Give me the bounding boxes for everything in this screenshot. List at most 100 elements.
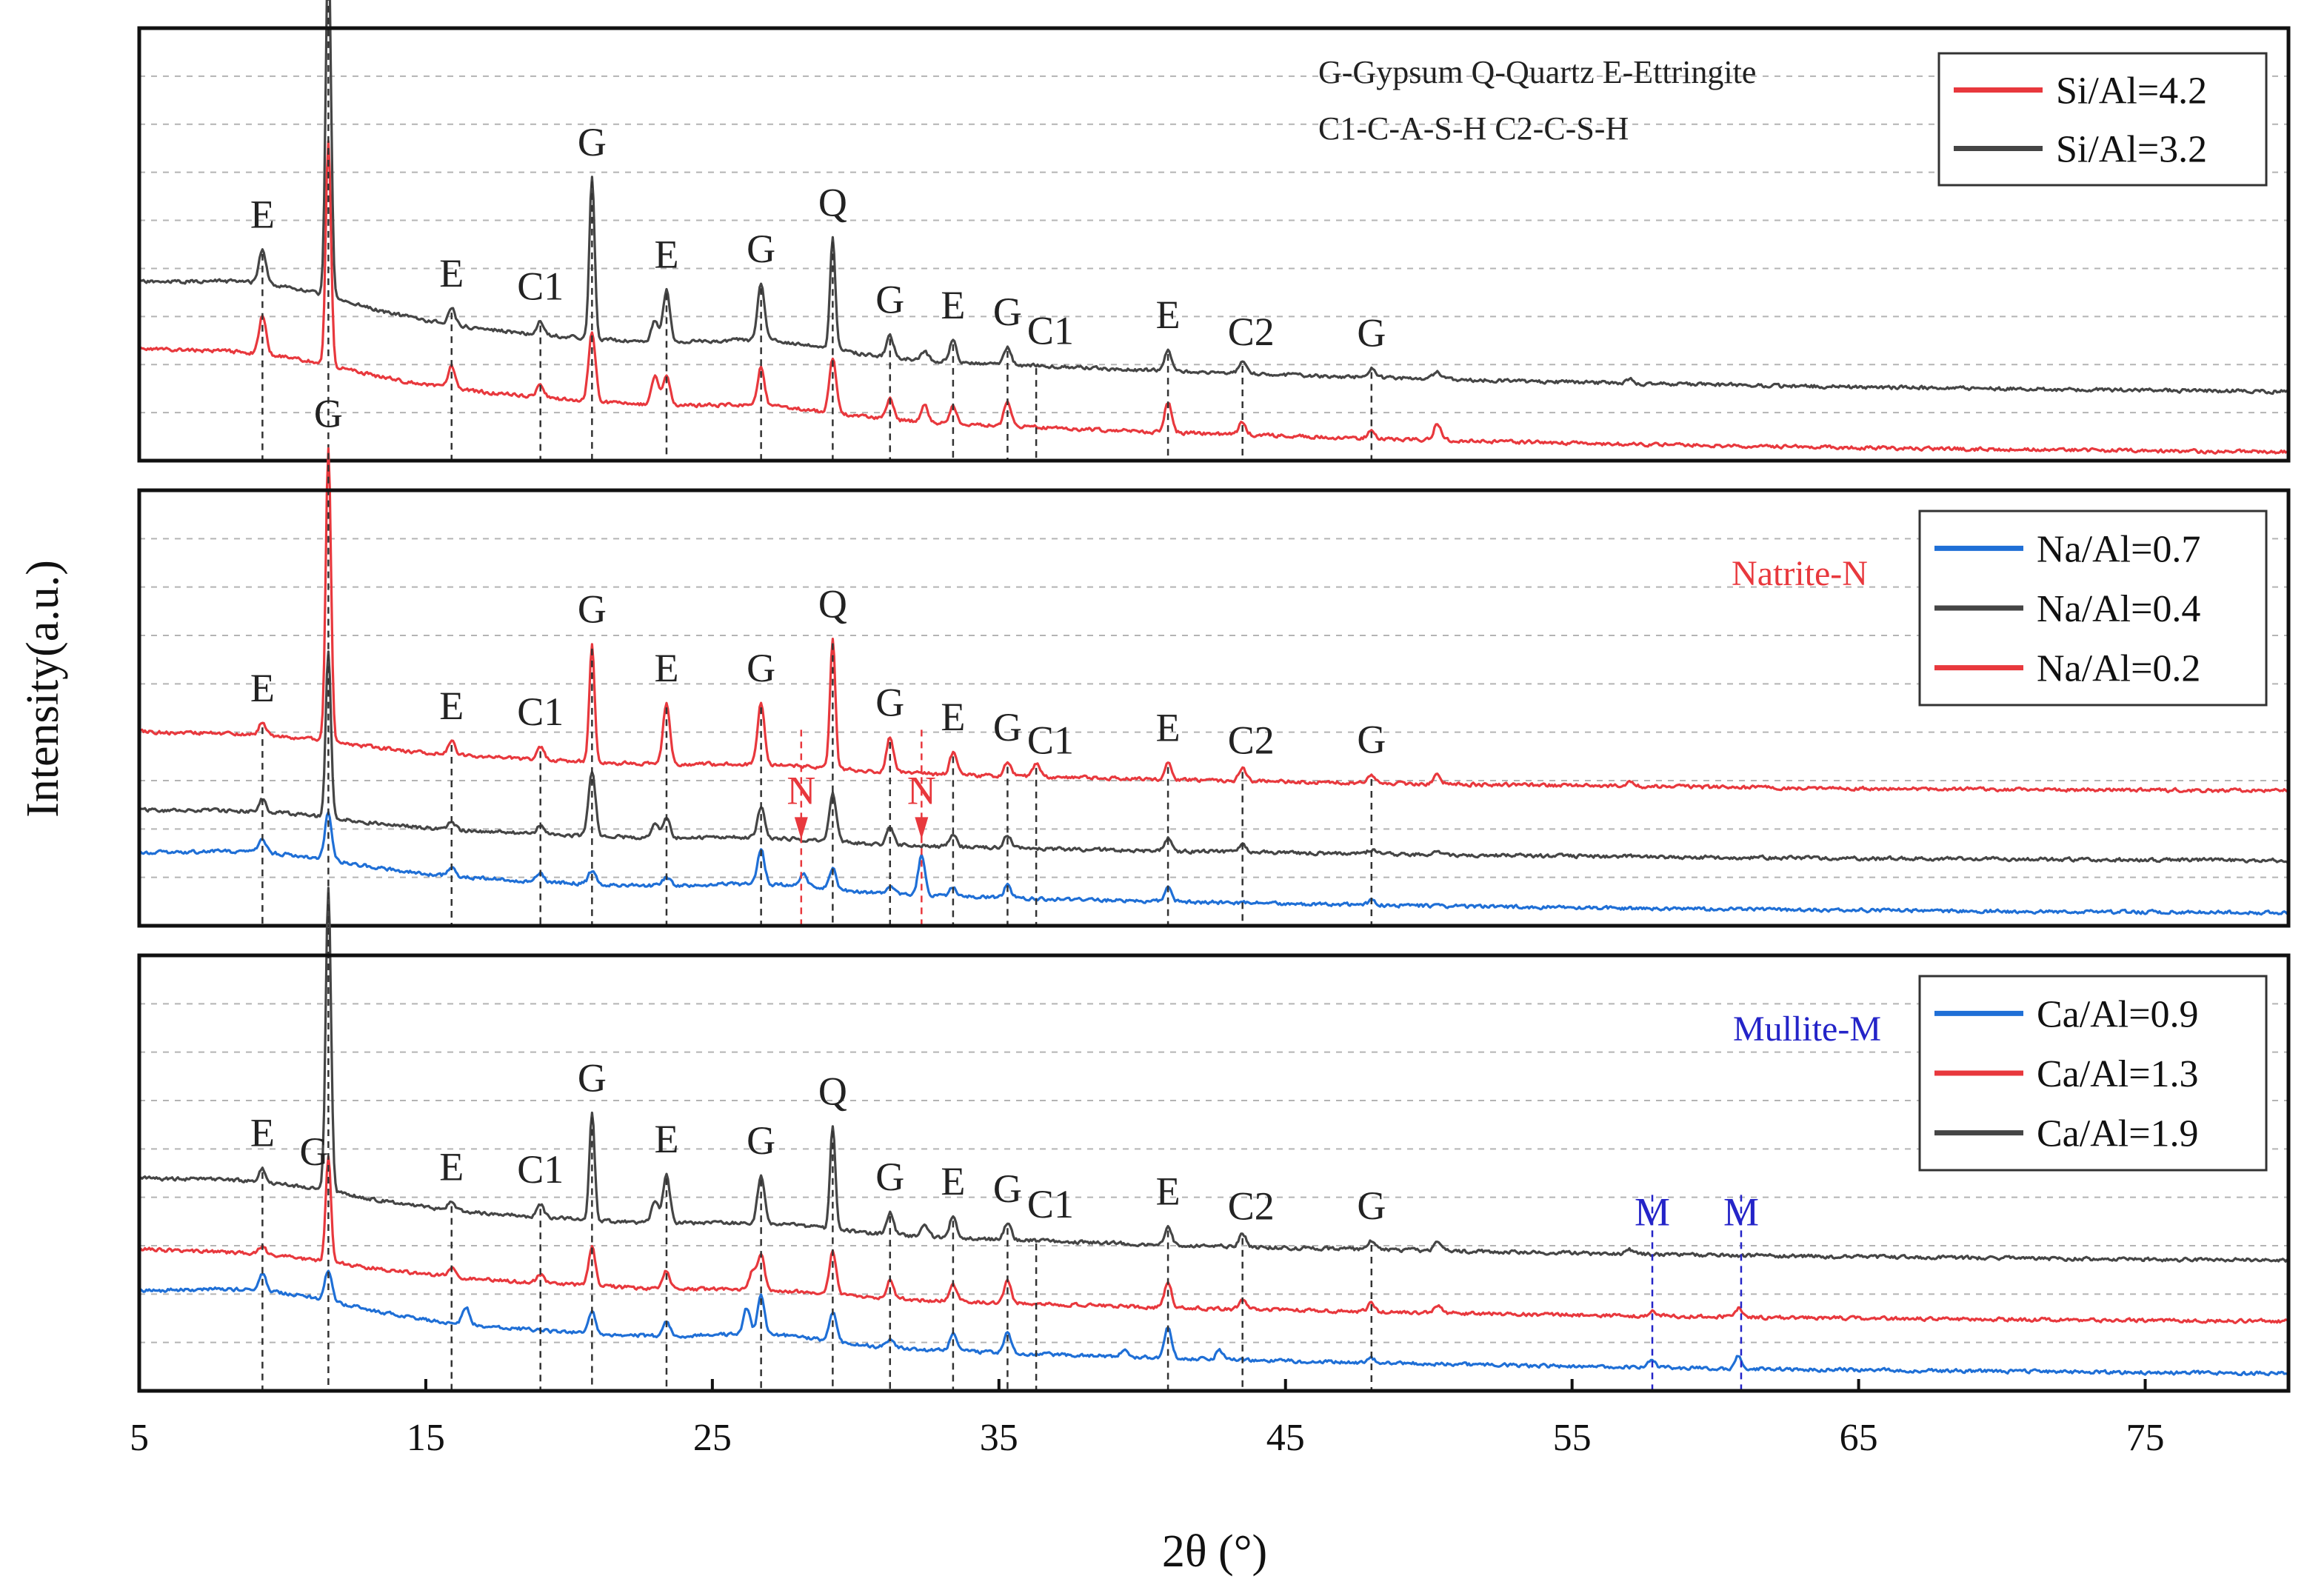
legend-label: Si/Al=4.2 [2056, 70, 2207, 113]
peak-label: E [941, 695, 965, 739]
phase-label: M [1635, 1190, 1670, 1235]
legend: Ca/Al=0.9 Ca/Al=1.3 Ca/Al=1.9 [1918, 975, 2268, 1172]
legend-label: Na/Al=0.4 [2037, 588, 2200, 630]
series-line [138, 447, 2289, 794]
peak-label: C1 [1027, 718, 1074, 763]
peak-label: C1 [517, 264, 564, 309]
peak-label: E [250, 1110, 275, 1155]
peak-label: C1 [517, 1147, 564, 1192]
series-group [138, 887, 2290, 1377]
legend-label: Na/Al=0.2 [2037, 648, 2200, 690]
reference-lines [261, 0, 1373, 461]
peak-label: G [1357, 310, 1386, 355]
panels-layer: EGEC1GEGQGEGC1EC2GG-Gypsum Q-Quartz E-Et… [137, 0, 2291, 1393]
peak-label: C2 [1228, 310, 1275, 354]
peak-label: G [747, 227, 775, 271]
panel-note: Mullite-M [1733, 1009, 1881, 1049]
peak-label: G [875, 1155, 904, 1199]
x-axis-title: 2θ (°) [1162, 1526, 1267, 1577]
peak-label: C2 [1228, 718, 1275, 762]
peak-label: G [300, 1129, 329, 1174]
peak-label: G [993, 290, 1022, 334]
series-group [138, 447, 2289, 916]
peak-label: E [250, 193, 275, 237]
peak-label: G [993, 705, 1022, 749]
phase-label: N [787, 768, 815, 812]
legend-label: Na/Al=0.7 [2037, 528, 2200, 570]
x-tick-label: 45 [1266, 1417, 1305, 1459]
peak-label: G [1357, 718, 1386, 762]
peak-label: E [439, 1144, 464, 1189]
peak-label: E [1156, 1169, 1181, 1213]
peak-label: E [250, 666, 275, 710]
series-line [138, 650, 2288, 864]
phase-label: N [907, 768, 936, 812]
reference-lines [261, 453, 1373, 926]
peak-label: E [439, 684, 464, 728]
panel-si-al: EGEC1GEGQGEGC1EC2GG-Gypsum Q-Quartz E-Et… [137, 0, 2291, 463]
legend-label: Ca/Al=1.3 [2037, 1053, 2199, 1095]
x-tick-label: 25 [693, 1417, 732, 1459]
panel-frame [137, 26, 2291, 463]
x-tick-label: 65 [1840, 1417, 1878, 1459]
peak-label: C2 [1228, 1184, 1275, 1229]
x-tick-label: 75 [2126, 1417, 2165, 1459]
peak-label: G [875, 681, 904, 725]
peak-label: Q [818, 180, 847, 224]
peak-label: C1 [1027, 1182, 1074, 1226]
peak-label: E [654, 1117, 678, 1161]
y-axis-title: Intensity(a.u.) [18, 560, 68, 818]
phase-arrow-icon [915, 817, 929, 840]
legend-label: Ca/Al=0.9 [2037, 993, 2199, 1035]
panel-note: C1-C-A-S-H C2-C-S-H [1318, 110, 1629, 147]
x-axis: 5 15 25 35 45 55 65 75 [130, 1379, 2165, 1459]
peak-label: G [747, 1118, 775, 1163]
series-line [138, 887, 2289, 1263]
series-line [138, 0, 2289, 395]
series-line [138, 140, 2289, 455]
phase-label: M [1723, 1190, 1759, 1235]
peak-label: C1 [517, 690, 564, 734]
peak-label: G [747, 646, 775, 690]
peak-label: G [1357, 1183, 1386, 1228]
x-tick-label: 5 [130, 1417, 149, 1459]
reference-lines [261, 892, 1743, 1391]
legend: Si/Al=4.2 Si/Al=3.2 [1937, 52, 2268, 187]
peak-label: G [578, 587, 607, 632]
peak-label: E [654, 646, 678, 690]
peak-label: E [941, 283, 965, 327]
panel-note: Natrite-N [1732, 554, 1868, 593]
x-tick-label: 15 [407, 1417, 445, 1459]
peak-label: E [439, 251, 464, 296]
peak-label: E [1156, 293, 1181, 337]
phase-arrow-icon [794, 817, 808, 840]
legend-label: Ca/Al=1.9 [2037, 1113, 2199, 1155]
peak-label: E [941, 1159, 965, 1203]
peak-label: G [578, 120, 607, 164]
series-line [138, 810, 2289, 916]
peak-label: G [993, 1166, 1022, 1211]
panel-frame [137, 488, 2291, 928]
panel-frame [137, 953, 2291, 1393]
peak-label: G [314, 391, 343, 435]
series-group [138, 0, 2289, 455]
peak-label: Q [818, 1069, 847, 1113]
peak-label: Q [818, 581, 847, 626]
peak-label: E [654, 232, 678, 276]
series-line [138, 1155, 2290, 1324]
legend-box [1937, 52, 2268, 187]
legend: Na/Al=0.7 Na/Al=0.4 Na/Al=0.2 [1918, 510, 2268, 707]
x-tick-label: 55 [1553, 1417, 1592, 1459]
peak-label: G [875, 277, 904, 321]
panel-note: G-Gypsum Q-Quartz E-Ettringite [1318, 54, 1756, 90]
legend-label: Si/Al=3.2 [2056, 129, 2207, 171]
series-line [139, 1269, 2290, 1377]
peak-label: E [1156, 705, 1181, 749]
peak-label: G [578, 1055, 607, 1100]
